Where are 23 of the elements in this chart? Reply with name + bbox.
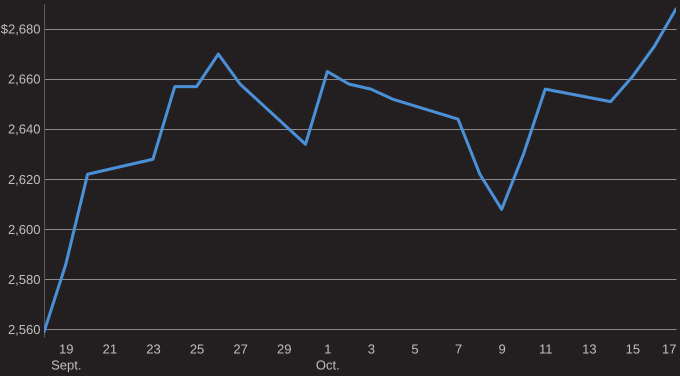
x-tick-label: 11 [538, 342, 552, 356]
y-tick-label: 2,640 [8, 122, 40, 137]
x-tick-label: 29 [276, 342, 292, 356]
x-tick-label: 7 [454, 342, 462, 356]
y-tick-label: 2,560 [8, 322, 40, 337]
x-tick-label: 19 Sept. [51, 342, 82, 372]
x-tick-label: 9 [498, 342, 506, 356]
y-tick-label: 2,600 [8, 222, 40, 237]
x-tick-label: 27 [233, 342, 248, 356]
y-tick-label: $2,680 [0, 22, 40, 37]
x-tick-label: 21 [102, 342, 118, 356]
x-tick-label: 15 [626, 342, 640, 356]
y-tick-label: 2,660 [8, 72, 40, 87]
x-tick-label: 23 [146, 342, 161, 356]
y-tick-label: 2,620 [8, 172, 40, 187]
x-tick-label: 1 Oct. [316, 342, 340, 372]
x-tick-label: 25 [190, 342, 204, 356]
x-tick-label: 5 [411, 342, 419, 356]
x-tick-label: 3 [368, 342, 376, 356]
x-tick-label: 13 [582, 342, 597, 356]
x-tick-label: 17 [662, 342, 676, 356]
y-tick-label: 2,580 [8, 272, 40, 287]
line-series [44, 8, 676, 334]
